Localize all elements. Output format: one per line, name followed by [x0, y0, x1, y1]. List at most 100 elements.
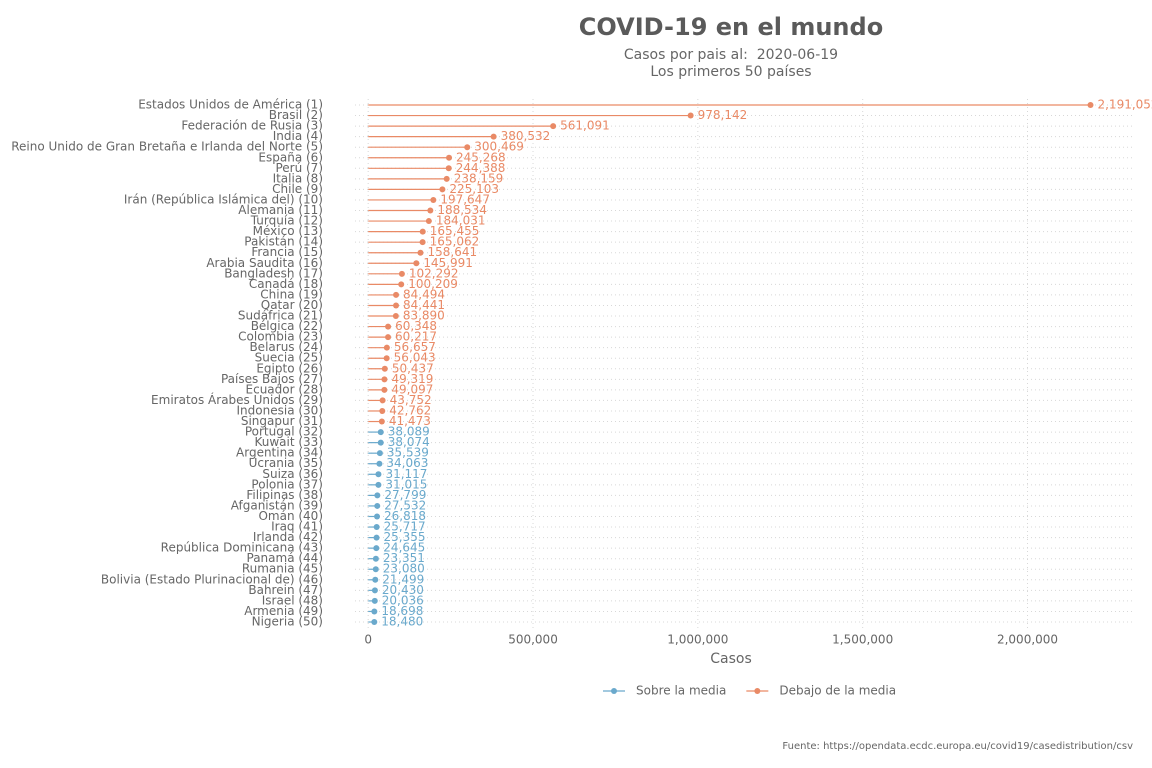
- value-label: 56,043: [394, 351, 436, 365]
- lollipop-dot: [372, 555, 379, 562]
- value-label: 978,142: [698, 108, 748, 122]
- lollipop-dot: [373, 534, 380, 541]
- y-tick-label: Colombia (23): [238, 330, 323, 344]
- y-tick-label: Bahrein (47): [248, 583, 323, 597]
- lollipop-dot: [425, 218, 432, 225]
- value-label: 18,698: [381, 604, 423, 618]
- y-tick-label: Indonesia (30): [237, 403, 323, 417]
- y-tick-label: Qatar (20): [261, 298, 323, 312]
- y-tick-label: Canadá (18): [249, 277, 323, 291]
- x-tick-label: 1,000,000: [667, 633, 728, 647]
- y-tick-label: Chile (9): [272, 182, 323, 196]
- lollipop-dot: [379, 407, 386, 414]
- y-tick-label: México (13): [253, 224, 323, 238]
- y-tick-label: Francia (15): [251, 245, 323, 259]
- y-tick-label: Suecia (25): [255, 351, 323, 365]
- y-tick-label: Reino Unido de Gran Bretaña e Irlanda de…: [11, 140, 323, 154]
- y-tick-label: India (4): [273, 129, 323, 143]
- chart-subtitle: Los primeros 50 países: [650, 64, 811, 80]
- value-label: 26,818: [384, 509, 426, 523]
- lollipop-dot: [372, 566, 379, 573]
- lollipop-dot: [374, 492, 381, 499]
- y-tick-label: España (6): [258, 150, 323, 164]
- value-label: 561,091: [560, 119, 610, 133]
- value-label: 84,494: [403, 287, 445, 301]
- x-tick-label: 1,500,000: [832, 633, 893, 647]
- lollipop-dot: [378, 418, 385, 425]
- value-label: 38,089: [388, 425, 430, 439]
- lollipop-dot: [398, 270, 405, 277]
- y-tick-label: Afganistán (39): [231, 498, 323, 512]
- y-tick-label: Irlanda (42): [253, 530, 323, 544]
- lollipop-dot: [385, 334, 392, 341]
- y-tick-label: Armenia (49): [244, 604, 323, 618]
- lollipop-dot: [377, 429, 384, 436]
- y-tick-label: Emiratos Árabes Unidos (29): [151, 392, 323, 407]
- value-label: 18,480: [381, 615, 423, 629]
- lollipop-dot: [417, 249, 424, 256]
- y-tick-label: Ecuador (28): [246, 382, 323, 396]
- y-tick-label: Belarus (24): [249, 340, 323, 354]
- y-tick-label: Filipinas (38): [246, 488, 323, 502]
- value-label: 84,441: [403, 298, 445, 312]
- value-label: 83,890: [403, 309, 445, 323]
- y-tick-label: Ucrania (35): [249, 456, 323, 470]
- lollipop-dot: [385, 323, 392, 330]
- lollipop-dot: [374, 502, 381, 509]
- value-label: 244,388: [456, 161, 506, 175]
- y-tick-label: Polonia (37): [251, 477, 323, 491]
- lollipop-dot: [419, 228, 426, 235]
- lollipop-dot: [439, 186, 446, 193]
- value-label: 49,097: [391, 382, 433, 396]
- lollipop-dot: [381, 386, 388, 393]
- lollipop-dot: [379, 397, 386, 404]
- lollipop-dot: [392, 313, 399, 320]
- lollipop-dot: [377, 439, 384, 446]
- y-tick-label: Países Bajos (27): [221, 372, 323, 386]
- y-tick-label: Rumania (45): [242, 562, 323, 576]
- y-tick-label: Perú (7): [275, 161, 323, 175]
- value-label: 165,062: [430, 235, 480, 249]
- y-tick-label: Sudáfrica (21): [238, 309, 323, 323]
- value-label: 25,355: [384, 530, 426, 544]
- value-label: 27,799: [384, 488, 426, 502]
- y-tick-label: Bolivia (Estado Plurinacional de) (46): [101, 572, 323, 586]
- lollipop-dot: [376, 450, 383, 457]
- value-label: 20,430: [382, 583, 424, 597]
- value-label: 197,647: [440, 192, 490, 206]
- y-tick-label: Alemania (11): [238, 203, 323, 217]
- legend-label: Debajo de la media: [779, 684, 896, 698]
- y-tick-label: Brasil (2): [269, 108, 323, 122]
- value-label: 42,762: [389, 403, 431, 417]
- legend-symbol: [754, 688, 761, 694]
- value-label: 31,015: [385, 477, 427, 491]
- y-tick-label: Portugal (32): [245, 425, 323, 439]
- lollipop-dot: [445, 165, 452, 172]
- lollipop-dot: [550, 123, 557, 130]
- y-tick-label: Kuwait (33): [254, 435, 323, 449]
- x-axis-label: Casos: [710, 651, 752, 667]
- lollipop-dot: [398, 281, 405, 288]
- lollipop-dot: [376, 460, 383, 467]
- lollipop-dot: [383, 344, 390, 351]
- value-label: 50,437: [392, 361, 434, 375]
- x-tick-label: 500,000: [508, 633, 558, 647]
- value-label: 35,539: [387, 446, 429, 460]
- lollipop-dot: [371, 587, 378, 594]
- value-label: 49,319: [391, 372, 433, 386]
- value-label: 56,657: [394, 340, 436, 354]
- y-tick-label: Suiza (36): [262, 467, 323, 481]
- value-label: 2,191,052: [1097, 98, 1152, 112]
- y-tick-label: Iraq (41): [271, 520, 323, 534]
- value-label: 23,080: [383, 562, 425, 576]
- value-label: 225,103: [449, 182, 499, 196]
- y-tick-label: Omán (40): [258, 509, 323, 523]
- value-label: 41,473: [389, 414, 431, 428]
- legend-symbol: [611, 688, 617, 694]
- lollipop-dot: [413, 260, 420, 267]
- legend-label: Sobre la media: [636, 684, 726, 698]
- y-tick-label: Bangladesh (17): [224, 266, 323, 280]
- y-tick-label: Singapur (31): [241, 414, 323, 428]
- value-label: 27,532: [384, 498, 426, 512]
- lollipop-dot: [383, 355, 390, 362]
